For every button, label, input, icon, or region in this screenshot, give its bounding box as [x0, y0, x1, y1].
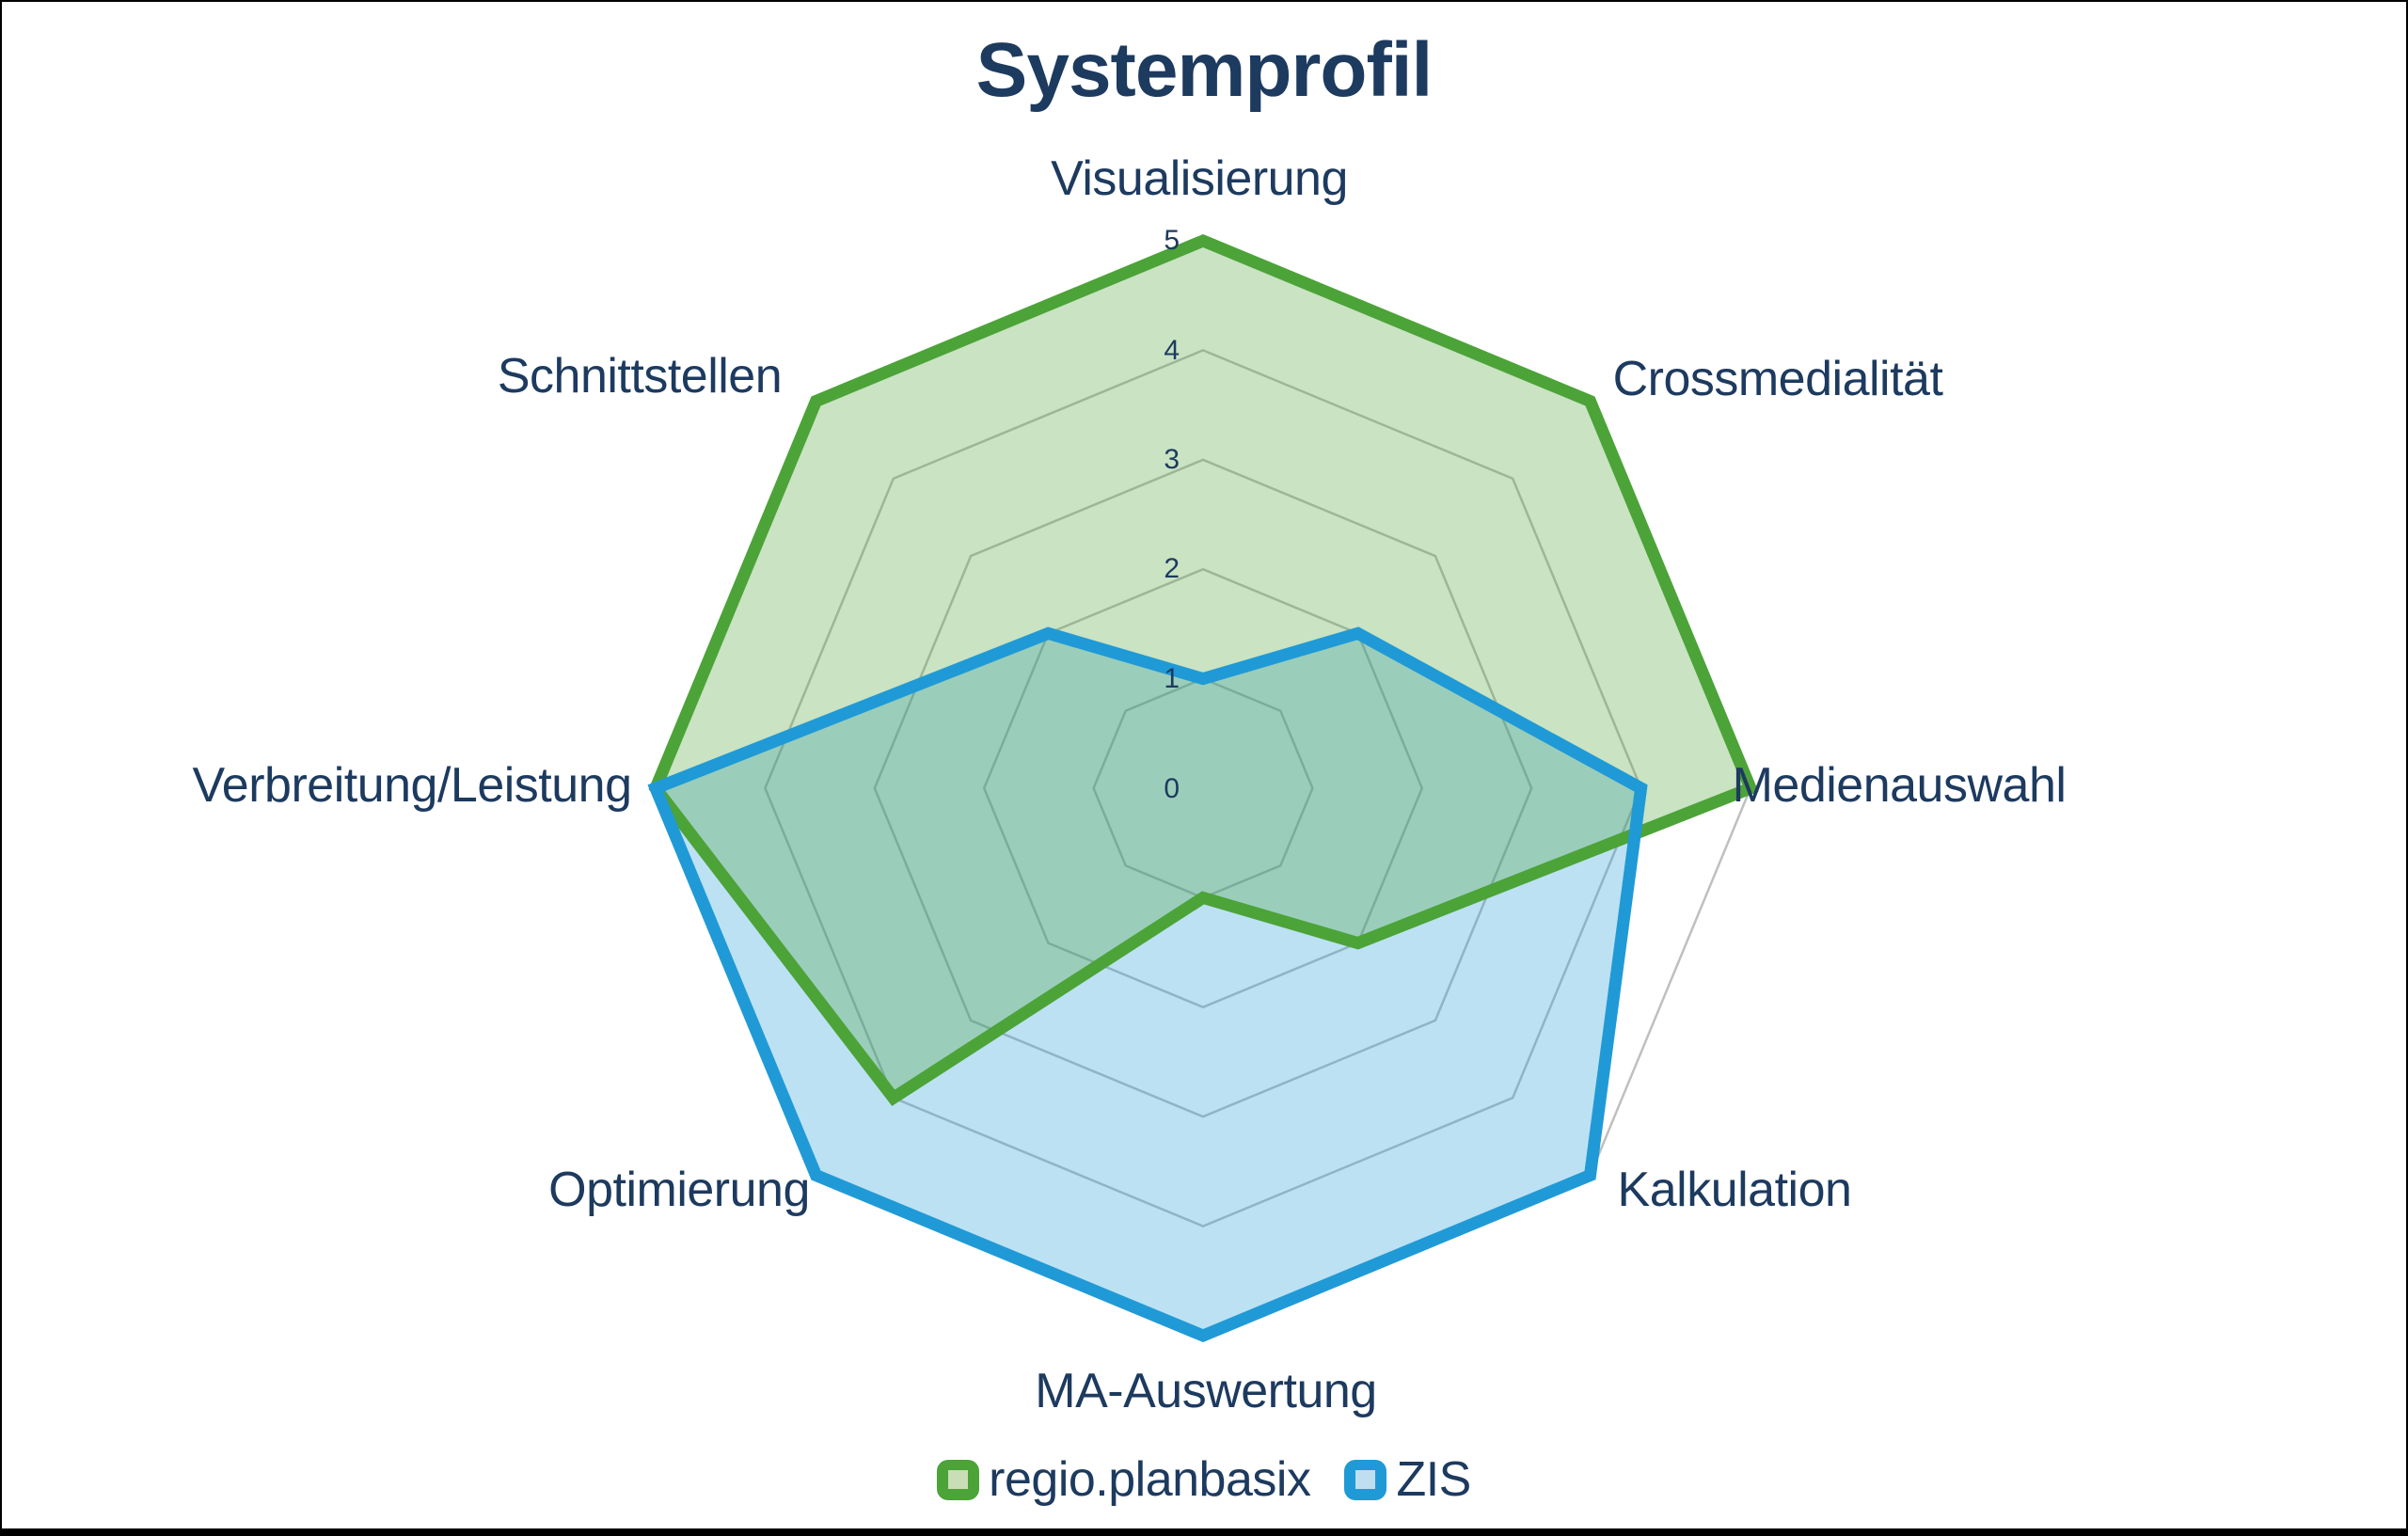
legend-marker-square-blue-icon: [1344, 1459, 1387, 1500]
radial-tick-1: 1: [1164, 663, 1180, 694]
axis-label-verbreitung-leistung: Verbreitung/Leistung: [192, 758, 632, 813]
series-outline-regio.planbasix: [648, 233, 1759, 1106]
axis-label-crossmedialitaet: Crossmedialität: [1612, 352, 1943, 406]
radial-tick-3: 3: [1164, 444, 1180, 475]
legend-marker-inner-fill: [1355, 1470, 1376, 1489]
series-outline-ZIS: [647, 626, 1648, 1343]
radial-tick-0: 0: [1164, 773, 1180, 804]
gridline-ring-2: [982, 567, 1424, 1009]
legend-item-zis: ZIS: [1344, 1451, 1471, 1508]
legend-item-regio-planbasix: regio.planbasix: [937, 1451, 1311, 1508]
chart-title: Systemprofil: [975, 27, 1434, 113]
radial-tick-4: 4: [1164, 335, 1180, 366]
axis-label-visualisierung: Visualisierung: [1051, 151, 1348, 206]
series-fill-ZIS: [656, 633, 1641, 1336]
radial-tick-5: 5: [1164, 225, 1180, 256]
legend-marker-inner-fill: [948, 1470, 969, 1489]
axis-label-ma-auswertung: MA-Auswertung: [1035, 1364, 1377, 1418]
legend-marker-square-green-icon: [937, 1459, 980, 1500]
axis-label-schnittstellen: Schnittstellen: [497, 349, 783, 404]
gridline-ring-3: [873, 458, 1533, 1118]
gridline-ring-4: [764, 349, 1642, 1227]
series-fill-regio.planbasix: [656, 241, 1751, 1099]
axis-label-optimierung: Optimierung: [548, 1163, 810, 1217]
legend: regio.planbasix ZIS: [2, 1451, 2406, 1508]
legend-label-regio-planbasix: regio.planbasix: [989, 1452, 1311, 1507]
legend-label-zis: ZIS: [1396, 1452, 1471, 1507]
radial-tick-2: 2: [1164, 553, 1180, 584]
axis-label-medienauswahl: Medienauswahl: [1732, 758, 2067, 813]
axis-label-kalkulation: Kalkulation: [1617, 1163, 1852, 1217]
